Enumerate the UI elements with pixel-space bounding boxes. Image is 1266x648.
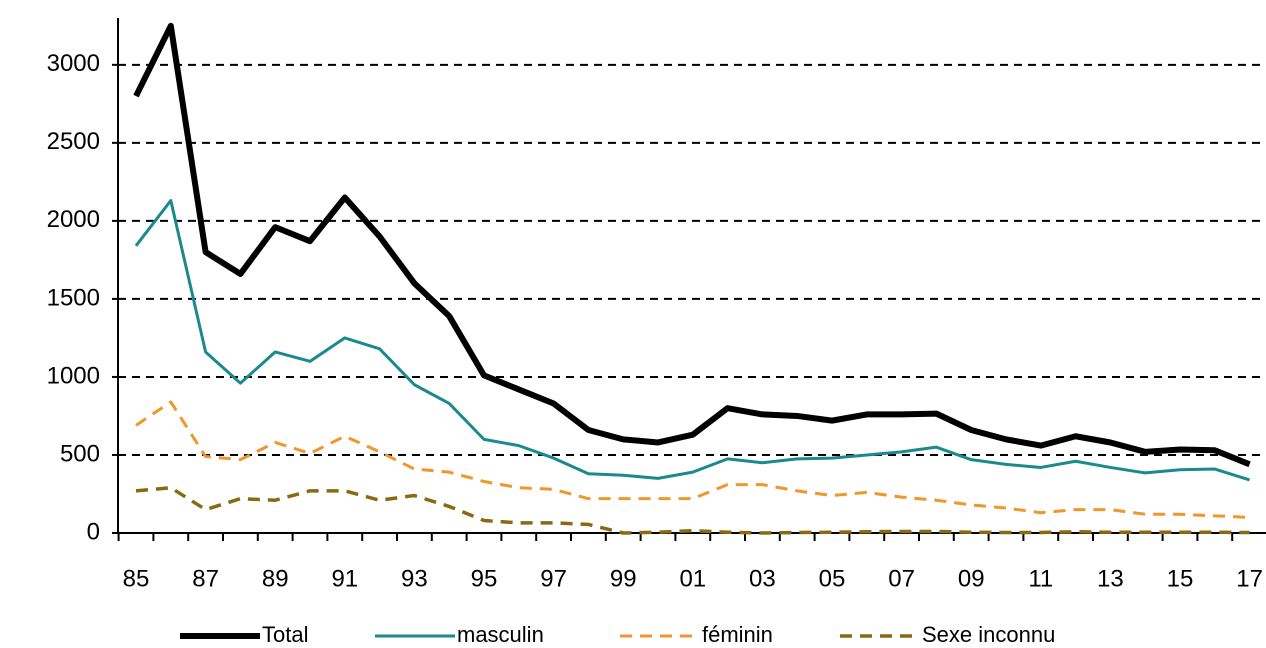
legend-label: masculin — [457, 622, 544, 647]
x-tick-label: 85 — [123, 565, 150, 592]
x-tick-label: 11 — [1028, 565, 1053, 592]
x-tick-label: 07 — [888, 565, 915, 592]
x-tick-label: 03 — [749, 565, 776, 592]
x-tick-label: 05 — [819, 565, 846, 592]
y-tick-label: 3000 — [47, 50, 100, 77]
line-series — [133, 22, 1251, 468]
y-tick-label: 500 — [60, 440, 100, 467]
y-tick-label: 2000 — [47, 206, 100, 233]
line-series — [135, 485, 1250, 535]
y-tick-label: 1000 — [47, 362, 100, 389]
line-series — [135, 400, 1250, 519]
x-tick-label: 99 — [610, 565, 637, 592]
x-tick-label: 17 — [1236, 565, 1263, 592]
x-tick-label: 95 — [471, 565, 498, 592]
x-tick-label: 15 — [1167, 565, 1194, 592]
x-tick-label: 09 — [958, 565, 985, 592]
legend-label: Total — [262, 622, 308, 647]
line-series — [134, 199, 1251, 482]
legend-label: Sexe inconnu — [922, 622, 1055, 647]
x-tick-label: 01 — [679, 565, 706, 592]
x-tick-label: 97 — [540, 565, 567, 592]
y-tick-label: 1500 — [47, 284, 100, 311]
x-tick-label: 87 — [192, 565, 219, 592]
legend-label: féminin — [702, 622, 773, 647]
x-tick-label: 93 — [401, 565, 428, 592]
x-tick-label: 91 — [331, 565, 358, 592]
x-tick-label: 89 — [262, 565, 289, 592]
y-tick-label: 0 — [87, 518, 100, 545]
x-tick-label: 13 — [1097, 565, 1124, 592]
y-tick-label: 2500 — [47, 128, 100, 155]
